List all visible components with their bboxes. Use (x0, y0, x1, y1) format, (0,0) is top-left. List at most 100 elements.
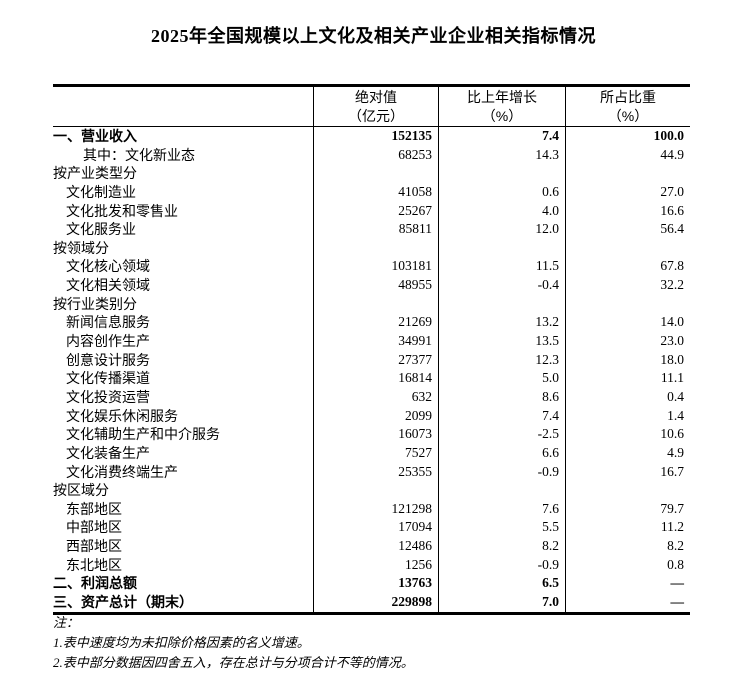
table-row: 文化相关领域 48955 -0.4 32.2 (53, 276, 690, 295)
header-absolute-value: 绝对值 （亿元） (313, 87, 438, 126)
cell-yoy-growth (438, 164, 565, 183)
cell-absolute-value: 34991 (313, 332, 438, 351)
row-label: 东北地区 (66, 556, 122, 573)
cell-absolute-value: 16073 (313, 425, 438, 444)
cell-share (565, 294, 690, 314)
cell-yoy-growth: -0.4 (438, 276, 565, 295)
cell-absolute-value: 103181 (313, 257, 438, 277)
table-header: 绝对值 （亿元） 比上年增长 （%） 所占比重 （%） (53, 87, 690, 127)
row-label: 按区域分 (53, 482, 109, 499)
cell-share: 16.7 (565, 462, 690, 482)
cell-absolute-value: 25267 (313, 201, 438, 221)
cell-share: 10.6 (565, 425, 690, 444)
row-label: 文化相关领域 (66, 277, 150, 294)
cell-yoy-growth: 0.6 (438, 182, 565, 202)
cell-yoy-growth (438, 294, 565, 314)
cell-absolute-value (313, 294, 438, 314)
table-row: 东北地区 1256 -0.9 0.8 (53, 555, 690, 575)
row-label: 文化投资运营 (66, 388, 150, 405)
cell-absolute-value: 13763 (313, 574, 438, 594)
cell-absolute-value: 12486 (313, 537, 438, 556)
row-label: 文化娱乐休闲服务 (66, 407, 178, 424)
table-row: 按行业类别分 (53, 294, 690, 314)
cell-yoy-growth: 7.4 (438, 406, 565, 426)
header-share: 所占比重 （%） (565, 87, 690, 126)
table-row: 东部地区 121298 7.6 79.7 (53, 499, 690, 519)
cell-share: — (565, 574, 690, 594)
table-row: 文化服务业 85811 12.0 56.4 (53, 220, 690, 239)
row-label: 文化制造业 (66, 183, 136, 200)
table-row: 二、利润总额 13763 6.5— (53, 574, 690, 594)
cell-share: 4.9 (565, 443, 690, 463)
cell-share (565, 238, 690, 258)
cell-share (565, 164, 690, 183)
cell-yoy-growth: 4.0 (438, 201, 565, 221)
cell-share (565, 481, 690, 500)
row-label: 三、资产总计（期末） (53, 594, 193, 611)
table-row: 文化投资运营 632 8.6 0.4 (53, 387, 690, 407)
cell-yoy-growth (438, 238, 565, 258)
table-row: 按产业类型分 (53, 164, 690, 183)
row-label: 其中：文化新业态 (83, 146, 195, 163)
header-share-line1: 所占比重 (600, 89, 656, 105)
table-row: 文化辅助生产和中介服务 16073 -2.5 10.6 (53, 425, 690, 444)
row-label: 文化核心领域 (66, 258, 150, 275)
table-row: 其中：文化新业态 68253 14.3 44.9 (53, 145, 690, 165)
table-row: 文化娱乐休闲服务 2099 7.4 1.4 (53, 406, 690, 426)
row-label: 文化装备生产 (66, 444, 150, 461)
cell-absolute-value: 48955 (313, 276, 438, 295)
cell-share: 32.2 (565, 276, 690, 295)
cell-share: 11.1 (565, 369, 690, 388)
cell-absolute-value: 2099 (313, 406, 438, 426)
cell-absolute-value: 68253 (313, 145, 438, 165)
table-row: 创意设计服务 27377 12.3 18.0 (53, 350, 690, 370)
header-absolute-value-line1: 绝对值 (355, 89, 397, 105)
cell-share: 100.0 (565, 127, 690, 146)
row-label: 文化辅助生产和中介服务 (66, 426, 220, 443)
cell-yoy-growth: 5.0 (438, 369, 565, 388)
cell-yoy-growth: 8.2 (438, 537, 565, 556)
cell-share: 16.6 (565, 201, 690, 221)
table-row: 文化制造业 41058 0.6 27.0 (53, 182, 690, 202)
row-label: 内容创作生产 (66, 333, 150, 350)
table-notes: 注： 1.表中速度均为未扣除价格因素的名义增速。 2.表中部分数据因四舍五入，存… (53, 613, 414, 673)
cell-yoy-growth: 11.5 (438, 257, 565, 277)
cell-yoy-growth: 6.6 (438, 443, 565, 463)
header-absolute-value-line2: （亿元） (348, 108, 404, 124)
row-label: 按行业类别分 (53, 295, 137, 312)
cell-absolute-value: 7527 (313, 443, 438, 463)
cell-yoy-growth: 6.5 (438, 574, 565, 594)
cell-yoy-growth: 5.5 (438, 518, 565, 538)
cell-absolute-value: 632 (313, 387, 438, 407)
row-label: 文化服务业 (66, 221, 136, 238)
cell-absolute-value: 121298 (313, 499, 438, 519)
row-label: 中部地区 (66, 519, 122, 536)
cell-yoy-growth: 7.6 (438, 499, 565, 519)
cell-share: 56.4 (565, 220, 690, 239)
indicators-table: 绝对值 （亿元） 比上年增长 （%） 所占比重 （%） 一、营业收入 152135… (53, 84, 690, 615)
page-title: 2025年全国规模以上文化及相关产业企业相关指标情况 (151, 26, 596, 46)
cell-absolute-value (313, 164, 438, 183)
row-label: 一、营业收入 (53, 128, 137, 144)
row-label: 创意设计服务 (66, 351, 150, 368)
header-yoy-growth: 比上年增长 （%） (438, 87, 565, 126)
header-stub-cell (53, 87, 313, 126)
cell-share: — (565, 593, 690, 612)
cell-yoy-growth: 14.3 (438, 145, 565, 165)
cell-yoy-growth: 12.3 (438, 350, 565, 370)
header-yoy-growth-line2: （%） (481, 108, 523, 124)
row-label: 西部地区 (66, 538, 122, 555)
row-label: 二、利润总额 (53, 575, 137, 592)
cell-yoy-growth: -2.5 (438, 425, 565, 444)
cell-absolute-value: 17094 (313, 518, 438, 538)
table-row: 一、营业收入 152135 7.4 100.0 (53, 127, 690, 146)
cell-share: 27.0 (565, 182, 690, 202)
table-row: 文化传播渠道 16814 5.0 11.1 (53, 369, 690, 388)
table-row: 西部地区 12486 8.2 8.2 (53, 537, 690, 556)
cell-absolute-value: 27377 (313, 350, 438, 370)
table-row: 文化消费终端生产 25355 -0.9 16.7 (53, 462, 690, 482)
table-row: 内容创作生产 34991 13.5 23.0 (53, 332, 690, 351)
row-label: 新闻信息服务 (66, 314, 150, 331)
cell-share: 1.4 (565, 406, 690, 426)
